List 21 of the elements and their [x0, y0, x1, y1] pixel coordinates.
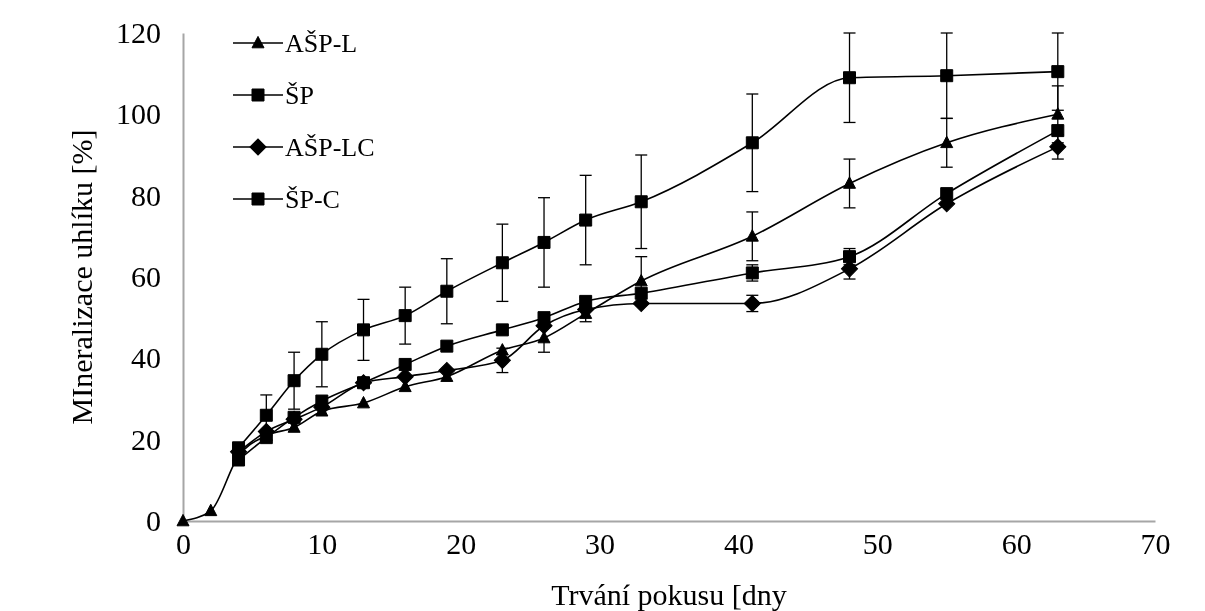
- y-tick-label: 120: [116, 16, 161, 50]
- x-tick-label: 60: [1001, 527, 1032, 561]
- y-tick-label: 20: [131, 422, 161, 456]
- x-tick-label: 30: [585, 527, 616, 561]
- x-tick-label: 40: [723, 527, 754, 561]
- legend-label: ŠP-C: [285, 185, 340, 214]
- y-tick-label: 80: [131, 178, 161, 212]
- y-tick-label: 100: [116, 97, 161, 131]
- y-tick-label: 40: [131, 341, 161, 375]
- x-tick-label: 50: [862, 527, 893, 561]
- legend-label: AŠP-LC: [285, 133, 375, 162]
- y-axis-title: MIneralizace uhlíku [%]: [65, 129, 98, 425]
- x-tick-label: 0: [176, 527, 191, 561]
- y-tick-label: 0: [146, 504, 161, 538]
- x-tick-label: 20: [446, 527, 477, 561]
- x-tick-label: 10: [307, 527, 338, 561]
- legend-label: ŠP: [285, 81, 314, 110]
- x-tick-label: 70: [1140, 527, 1171, 561]
- legend-label: AŠP-L: [285, 29, 358, 58]
- x-axis-title: Trvání pokusu [dny: [551, 578, 787, 611]
- y-tick-label: 60: [131, 260, 161, 294]
